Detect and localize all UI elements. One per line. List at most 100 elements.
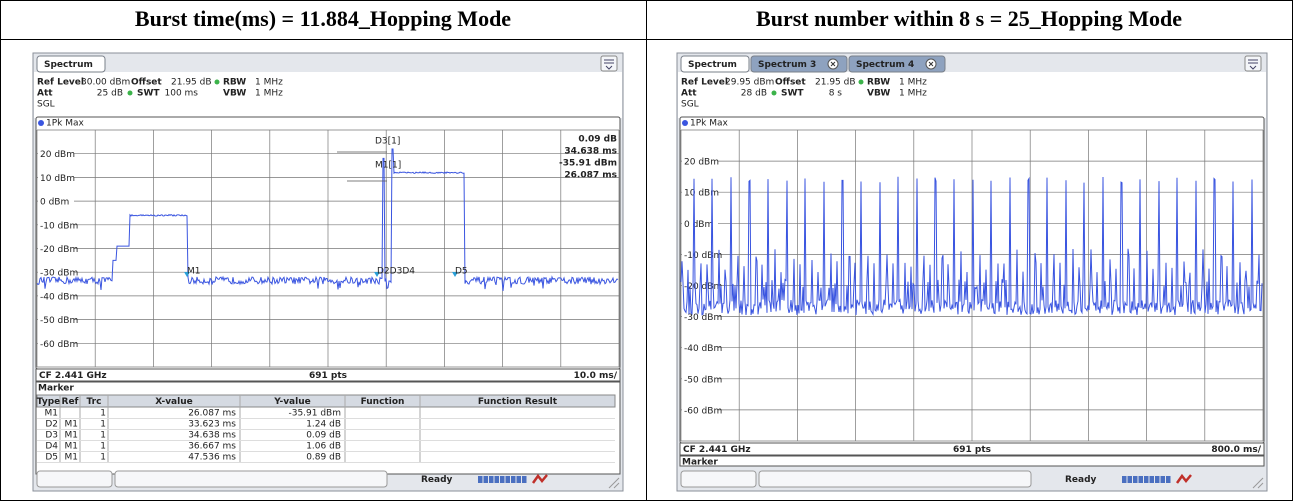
y-axis-label: 0 dBm bbox=[684, 220, 713, 230]
progress-seg bbox=[1166, 476, 1171, 483]
setting-label: VBW bbox=[223, 89, 246, 99]
setting-label: RBW bbox=[223, 78, 246, 88]
marker-readout-name: D3[1] bbox=[375, 137, 400, 147]
table-column: Ref bbox=[62, 397, 79, 407]
setting-label: SWT bbox=[137, 89, 160, 99]
y-axis-label: 0 dBm bbox=[40, 198, 69, 208]
status-icon bbox=[1175, 473, 1192, 484]
y-label-bg bbox=[682, 341, 718, 354]
setting-label: SWT bbox=[781, 89, 804, 99]
tab bbox=[848, 55, 946, 73]
tab-label: Spectrum 4 bbox=[856, 60, 914, 70]
y-axis-label: -10 dBm bbox=[684, 251, 722, 261]
setting-value: 1 MHz bbox=[255, 89, 283, 99]
marker-tag: D5 bbox=[455, 267, 468, 277]
header-cell: Burst time(ms) = 11.884_Hopping Mode bbox=[135, 6, 511, 31]
table-cell: D5 bbox=[45, 453, 58, 463]
y-axis-label: -60 dBm bbox=[684, 406, 722, 416]
setting-value: 30.00 dBm bbox=[81, 78, 130, 88]
footer-right: 10.0 ms/ bbox=[574, 371, 618, 381]
y-label-bg bbox=[38, 195, 74, 208]
progress-seg bbox=[489, 476, 494, 483]
table-cell: 1 bbox=[100, 453, 106, 463]
progress-seg bbox=[1160, 476, 1165, 483]
table-cell: D2 bbox=[45, 420, 58, 430]
table-cell: M1 bbox=[45, 409, 59, 419]
setting-value: 1 MHz bbox=[255, 78, 283, 88]
marker-readout-value: 26.087 ms bbox=[564, 171, 617, 181]
marker-triangle bbox=[374, 272, 380, 277]
marker-readout-value: 34.638 ms bbox=[564, 147, 617, 157]
setting-value: 8 s bbox=[829, 89, 843, 99]
y-label-bg bbox=[38, 266, 74, 279]
progress-seg bbox=[511, 476, 516, 483]
status-text: Ready bbox=[1065, 475, 1097, 485]
trace bbox=[36, 148, 619, 291]
y-label-bg bbox=[38, 289, 74, 302]
y-axis-label: 10 dBm bbox=[40, 174, 75, 184]
y-axis-label: -30 dBm bbox=[684, 313, 722, 323]
table-cell: 26.087 ms bbox=[188, 409, 236, 419]
setting-label: Att bbox=[681, 89, 697, 99]
y-label-bg bbox=[38, 218, 74, 231]
progress-seg bbox=[522, 476, 527, 483]
y-label-bg bbox=[682, 403, 718, 416]
progress-seg bbox=[500, 476, 505, 483]
tab-label: Spectrum bbox=[44, 60, 93, 70]
resize-grip bbox=[1252, 477, 1264, 489]
progress-seg bbox=[505, 476, 510, 483]
table-cell: D3 bbox=[45, 431, 58, 441]
table-column: Function Result bbox=[478, 397, 558, 407]
table-column: Y-value bbox=[273, 397, 310, 407]
setting-label: VBW bbox=[867, 89, 890, 99]
setting-value: 100 ms bbox=[165, 89, 199, 99]
table-cell: M1 bbox=[65, 442, 79, 452]
y-axis-label: 20 dBm bbox=[40, 150, 75, 160]
setting-value: 29.95 dBm bbox=[725, 78, 774, 88]
menu-icon-glyph bbox=[604, 59, 614, 70]
table-cell: 34.638 ms bbox=[188, 431, 236, 441]
table-cell: -35.91 dBm bbox=[288, 409, 341, 419]
status-box bbox=[114, 470, 388, 488]
y-axis-label: -30 dBm bbox=[40, 269, 78, 279]
footer-bar bbox=[679, 442, 1265, 456]
sweep-mode: SGL bbox=[681, 100, 699, 110]
status-box bbox=[36, 470, 113, 488]
progress-seg bbox=[1122, 476, 1127, 483]
table-cell: M1 bbox=[65, 453, 79, 463]
tab-label: Spectrum bbox=[688, 60, 737, 70]
status-dot bbox=[214, 79, 220, 85]
marker-readout-value: 0.09 dB bbox=[578, 135, 617, 145]
progress-seg bbox=[483, 476, 488, 483]
tab-close-x bbox=[928, 61, 934, 67]
table-cell: M1 bbox=[65, 420, 79, 430]
y-label-bg bbox=[682, 155, 718, 168]
status-dot bbox=[771, 90, 777, 96]
status-icon bbox=[531, 473, 548, 484]
progress-seg bbox=[1127, 476, 1132, 483]
progress-seg bbox=[1133, 476, 1138, 483]
trace-label: 1Pk Max bbox=[46, 119, 85, 129]
footer-left: CF 2.441 GHz bbox=[683, 445, 751, 455]
table-cell: 1 bbox=[100, 431, 106, 441]
y-label-bg bbox=[38, 313, 74, 326]
table-cell: 0.09 dB bbox=[306, 431, 341, 441]
header-cell: Burst number within 8 s = 25_Hopping Mod… bbox=[756, 6, 1182, 31]
y-axis-label: -40 dBm bbox=[684, 344, 722, 354]
sweep-mode: SGL bbox=[37, 100, 55, 110]
table-cell: M1 bbox=[65, 431, 79, 441]
table-header-bg bbox=[36, 394, 616, 408]
y-label-bg bbox=[682, 372, 718, 385]
footer-right: 800.0 ms/ bbox=[1211, 445, 1261, 455]
y-axis-label: -50 dBm bbox=[40, 316, 78, 326]
y-axis-label: -10 dBm bbox=[40, 221, 78, 231]
table-cell: 0.89 dB bbox=[306, 453, 341, 463]
resize-grip bbox=[608, 477, 620, 489]
table-column: Trc bbox=[87, 397, 102, 407]
table-cell: 1 bbox=[100, 420, 106, 430]
progress-seg bbox=[494, 476, 499, 483]
tab bbox=[750, 55, 848, 73]
status-box bbox=[680, 470, 757, 488]
setting-value: 25 dB bbox=[97, 89, 123, 99]
table-cell: 1.06 dB bbox=[306, 442, 341, 452]
